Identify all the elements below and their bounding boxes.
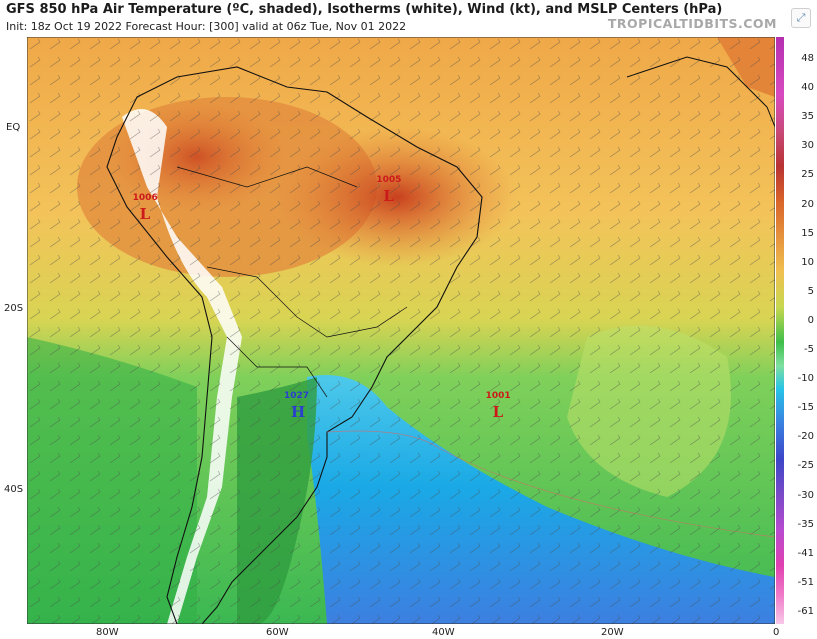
colorbar-tick: 15: [801, 227, 814, 239]
colorbar-tick: -41: [797, 547, 814, 559]
lon-label-80w: 80W: [96, 627, 119, 638]
map-title: GFS 850 hPa Air Temperature (ºC, shaded)…: [6, 2, 723, 17]
lat-label-20s: 20S: [4, 303, 24, 314]
site-brand[interactable]: TROPICALTIDBITS.COM: [607, 16, 777, 31]
lon-label-40w: 40W: [432, 627, 455, 638]
lon-label-20w: 20W: [601, 627, 624, 638]
colorbar-tick: -51: [797, 576, 814, 588]
temperature-colorbar: [776, 37, 784, 624]
colorbar-tick: 5: [807, 285, 814, 297]
colorbar-tick: 25: [801, 169, 814, 181]
colorbar-tick: -20: [797, 431, 814, 443]
colorbar-tick: 35: [801, 111, 814, 123]
map-canvas: [27, 37, 775, 624]
pressure-value-label: 1005: [376, 174, 402, 185]
colorbar-tick: -35: [797, 518, 814, 530]
colorbar-tick: 30: [801, 140, 814, 152]
colorbar-tick: -10: [797, 373, 814, 385]
low-pressure-marker: L: [383, 186, 394, 205]
expand-icon[interactable]: ⤢: [791, 8, 811, 28]
low-pressure-marker: L: [492, 403, 504, 422]
high-pressure-marker: H: [290, 403, 306, 422]
pressure-value-label: 1001: [485, 391, 511, 402]
lon-label-60w: 60W: [266, 627, 289, 638]
low-pressure-marker: L: [139, 204, 151, 223]
colorbar-tick: -61: [797, 605, 814, 617]
pressure-value-label: 1027: [283, 391, 309, 402]
lat-label-eq: EQ: [6, 122, 21, 133]
colorbar-tick: 40: [801, 82, 814, 94]
colorbar-tick: -25: [797, 460, 814, 472]
map-subtitle: Init: 18z Oct 19 2022 Forecast Hour: [30…: [6, 20, 407, 33]
colorbar-tick: -15: [797, 402, 814, 414]
lon-label-0: 0: [773, 627, 780, 638]
pressure-value-label: 1006: [132, 192, 158, 203]
colorbar-tick: -5: [804, 344, 814, 355]
colorbar-tick: 20: [801, 198, 814, 210]
lat-label-40s: 40S: [4, 484, 24, 495]
colorbar-tick: 0: [807, 314, 814, 326]
colorbar-tick: 48: [801, 53, 814, 64]
colorbar-tick: 10: [801, 256, 814, 268]
colorbar-tick: -30: [797, 489, 814, 501]
